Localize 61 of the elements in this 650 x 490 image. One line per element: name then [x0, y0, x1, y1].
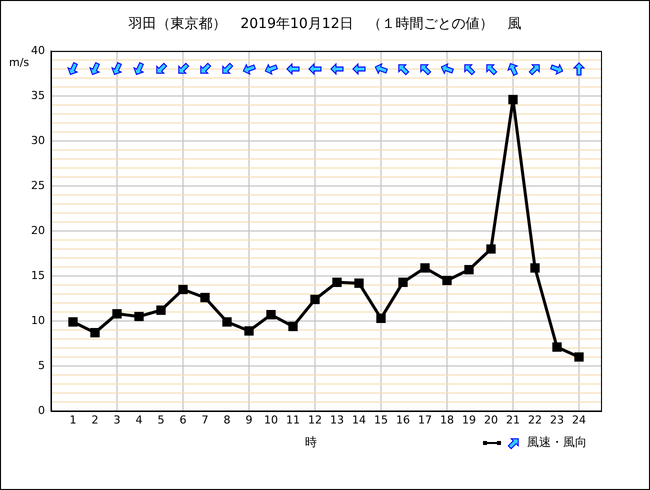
point: [508, 94, 518, 104]
point: [552, 342, 562, 352]
x-tick-label: 20: [484, 413, 498, 426]
point: [134, 312, 144, 322]
x-axis-title: 時: [305, 434, 317, 451]
point: [354, 278, 364, 288]
x-tick-label: 11: [286, 413, 300, 426]
x-tick-label: 19: [462, 413, 476, 426]
point: [68, 317, 78, 327]
y-tick-label: 10: [31, 314, 45, 327]
x-tick-label: 24: [572, 413, 586, 426]
x-tick-label: 3: [114, 413, 120, 426]
x-tick-label: 12: [308, 413, 322, 426]
point: [574, 352, 584, 362]
x-tick-label: 18: [440, 413, 454, 426]
y-axis-title: m/s: [9, 56, 30, 69]
x-tick-label: 9: [246, 413, 252, 426]
x-tick-label: 17: [418, 413, 432, 426]
x-tick-label: 1: [70, 413, 76, 426]
y-tick-label: 25: [31, 178, 45, 192]
y-tick-label: 40: [31, 44, 45, 57]
y-tick-label: 5: [38, 358, 45, 372]
point: [486, 244, 496, 254]
text: 風速・風向: [527, 434, 587, 451]
point: [332, 278, 342, 287]
y-tick-label: 20: [31, 224, 45, 237]
point: [266, 310, 276, 320]
x-tick-label: 15: [374, 413, 388, 426]
point: [90, 328, 100, 338]
x-tick-label: 14: [352, 413, 366, 426]
x-tick-label: 6: [180, 413, 186, 426]
x-tick-label: 7: [202, 413, 208, 426]
point: [420, 263, 430, 273]
x-tick-label: 5: [158, 413, 164, 426]
point: [464, 265, 474, 274]
x-tick-label: 13: [330, 413, 344, 426]
x-tick-label: 22: [528, 413, 542, 426]
x-tick-label: 21: [506, 413, 520, 426]
y-tick-label: 0: [38, 404, 45, 417]
x-tick-label: 2: [92, 413, 98, 426]
y-tick-label: 15: [31, 268, 45, 282]
point: [112, 309, 122, 318]
point: [222, 317, 232, 327]
y-tick-label: 35: [31, 88, 45, 102]
x-tick-label: 4: [136, 413, 142, 426]
x-tick-label: 23: [550, 413, 564, 426]
point: [442, 276, 452, 286]
point: [244, 326, 254, 336]
point: [178, 284, 188, 294]
x-tick-label: 8: [224, 413, 230, 426]
point: [310, 294, 320, 304]
chart-title: 羽田（東京都） 2019年10月12日 （１時間ごとの値） 風: [127, 15, 523, 33]
point: [398, 278, 408, 287]
x-tick-label: 16: [396, 413, 410, 426]
point: [376, 314, 386, 323]
y-tick-label: 30: [31, 134, 45, 147]
x-tick-label: 10: [264, 413, 278, 426]
point: [530, 263, 540, 273]
point: [288, 322, 298, 332]
point: [156, 306, 166, 315]
point: [200, 292, 210, 302]
